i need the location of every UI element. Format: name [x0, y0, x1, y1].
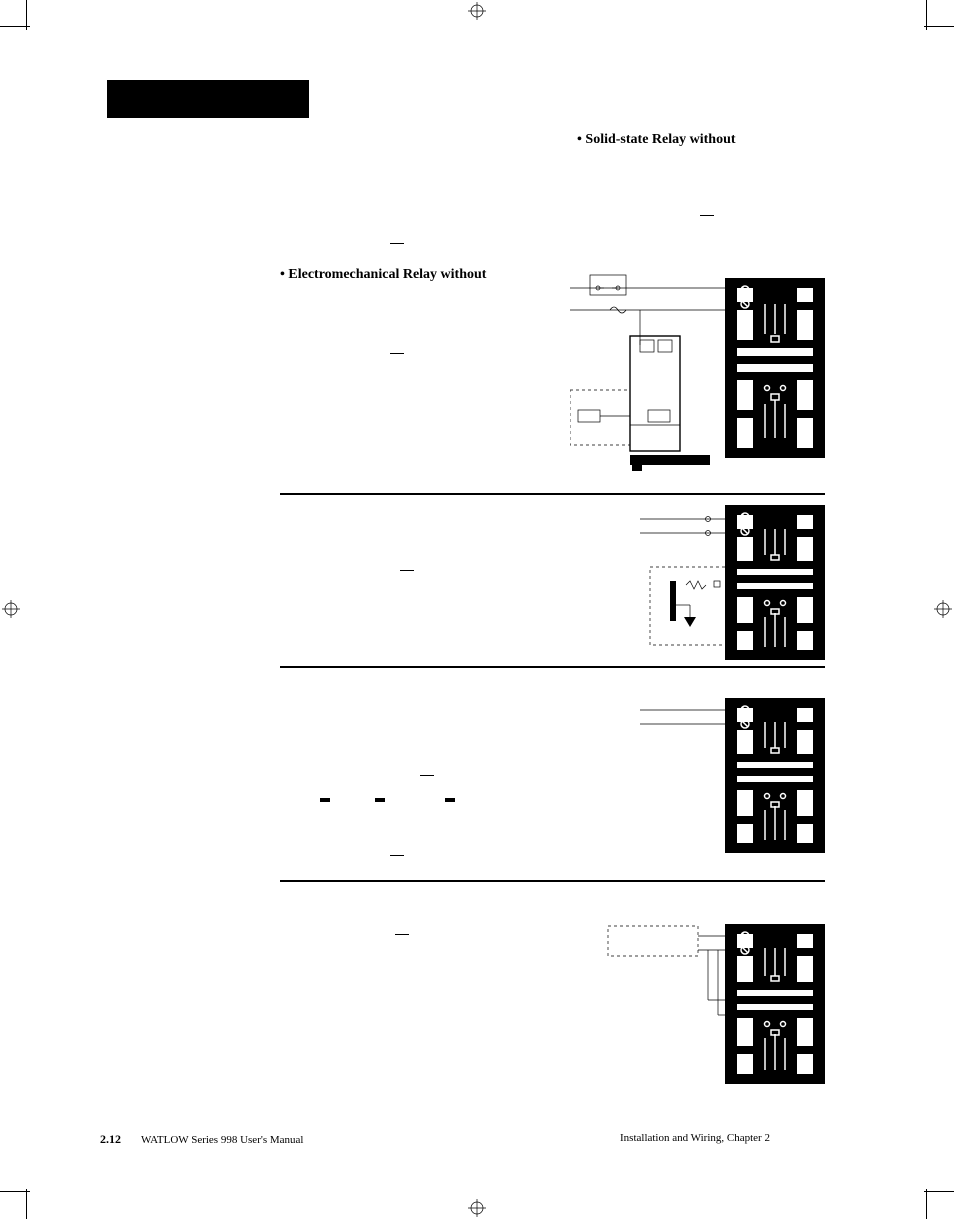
footer-right: Installation and Wiring, Chapter 2 [620, 1132, 770, 1144]
terminal-module [725, 698, 825, 858]
cropmark-rt-h [924, 26, 954, 27]
cropmark-bl-v [26, 1189, 27, 1219]
page: • Solid-state Relay without • Electromec… [0, 0, 954, 1219]
tiny-block [375, 798, 385, 802]
dash [390, 855, 404, 856]
dash [390, 243, 404, 244]
cropmark-rb-h [924, 1191, 954, 1192]
regmark-right [934, 600, 952, 618]
regmark-top [468, 2, 486, 20]
wiring-diagram-3 [640, 700, 735, 740]
section-rule [280, 880, 825, 882]
terminal-module [725, 278, 825, 463]
cropmark-lb-h [0, 1191, 30, 1192]
footer-left: 2.12 WATLOW Series 998 User's Manual [100, 1132, 303, 1147]
section-tab [107, 80, 309, 118]
footer-left-text: WATLOW Series 998 User's Manual [141, 1134, 303, 1146]
tiny-block [445, 798, 455, 802]
page-number: 2.12 [100, 1132, 121, 1146]
wiring-diagram-2 [640, 505, 735, 655]
terminal-module [725, 505, 825, 665]
dash [420, 775, 434, 776]
wiring-diagram-1 [570, 270, 725, 475]
dash [700, 215, 714, 216]
heading-ssr: • Solid-state Relay without [577, 132, 736, 148]
heading-emr: • Electromechanical Relay without [280, 267, 486, 283]
cropmark-lt-h [0, 26, 30, 27]
dash [390, 353, 404, 354]
wiring-diagram-4 [600, 920, 735, 1030]
section-rule [280, 666, 825, 668]
section-rule [280, 493, 825, 495]
footer-right-text: Installation and Wiring, Chapter 2 [620, 1132, 770, 1144]
tiny-block [320, 798, 330, 802]
regmark-left [2, 600, 20, 618]
dash [395, 934, 409, 935]
regmark-bottom [468, 1199, 486, 1217]
terminal-module [725, 924, 825, 1089]
dash [400, 570, 414, 571]
cropmark-br-v [926, 1189, 927, 1219]
